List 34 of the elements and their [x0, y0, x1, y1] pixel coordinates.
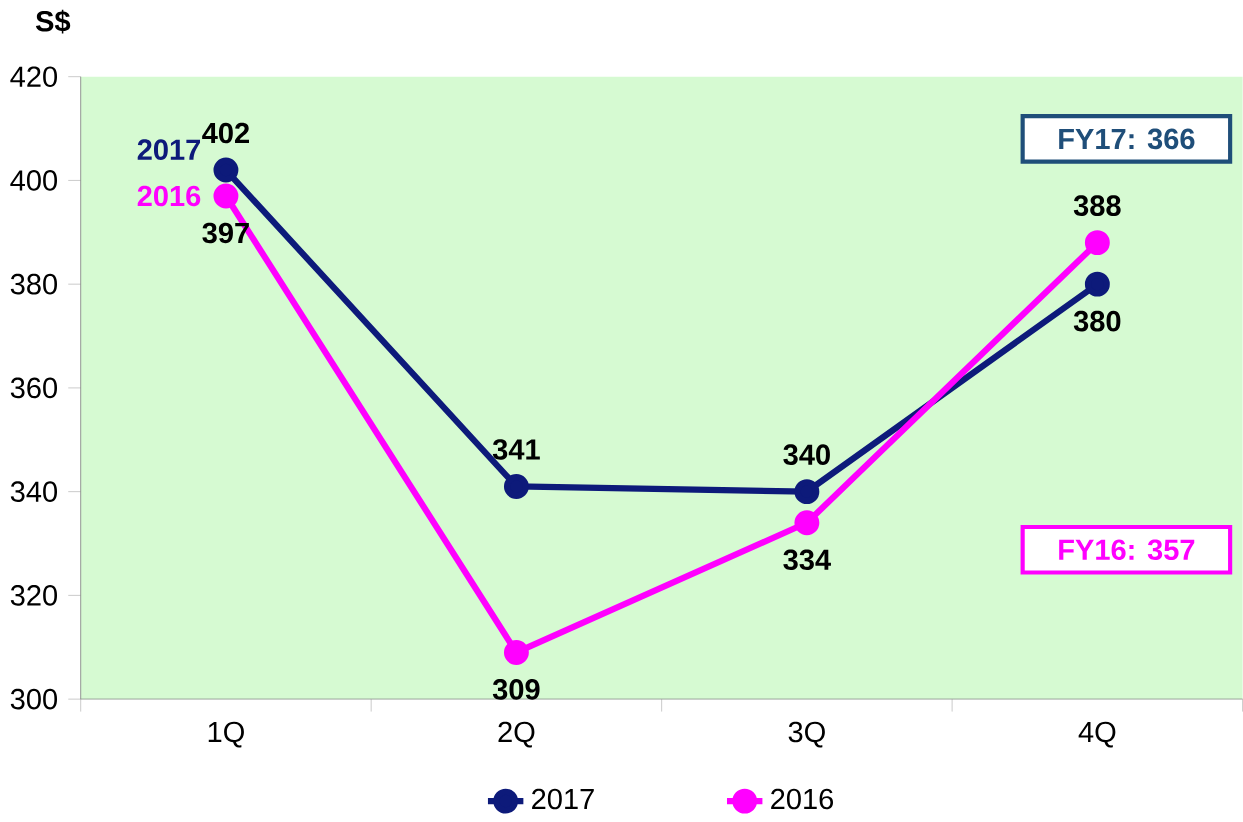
x-tick-label: 4Q	[1078, 721, 1116, 748]
y-tick-label: 320	[10, 585, 58, 606]
x-tick-label: 1Q	[208, 721, 244, 748]
point	[1084, 230, 1110, 256]
data-label: 402	[202, 122, 249, 144]
y-tick-label: 420	[10, 66, 58, 88]
annotation: 2016	[137, 185, 201, 207]
point	[503, 474, 529, 500]
data-label: 380	[1073, 310, 1121, 332]
point	[794, 510, 820, 536]
data-label: 334	[783, 549, 831, 571]
point	[213, 183, 239, 209]
y-tick-label: 380	[10, 274, 58, 295]
legend-label: 2017	[532, 788, 594, 810]
y-tick-label: 300	[10, 688, 58, 710]
y-tick-label: 340	[10, 481, 58, 503]
annotation: FY16: 357	[1059, 539, 1195, 561]
y-tick-label: 360	[10, 377, 58, 399]
annotation: FY17: 366	[1059, 128, 1195, 150]
point	[213, 157, 239, 183]
data-label: 388	[1073, 195, 1121, 217]
data-label: 341	[492, 439, 540, 460]
data-label: 309	[492, 679, 540, 700]
data-label: 340	[783, 444, 830, 466]
y-tick-label: 400	[10, 170, 58, 191]
legend-label: 2016	[771, 788, 833, 810]
point	[794, 479, 820, 505]
y-axis-title: S$	[35, 9, 71, 34]
x-tick-label: 2Q	[498, 721, 535, 748]
point	[503, 640, 529, 666]
point	[1084, 271, 1110, 297]
data-label: 397	[202, 222, 249, 244]
x-tick-label: 3Q	[788, 721, 825, 748]
annotation: 2017	[137, 139, 201, 161]
